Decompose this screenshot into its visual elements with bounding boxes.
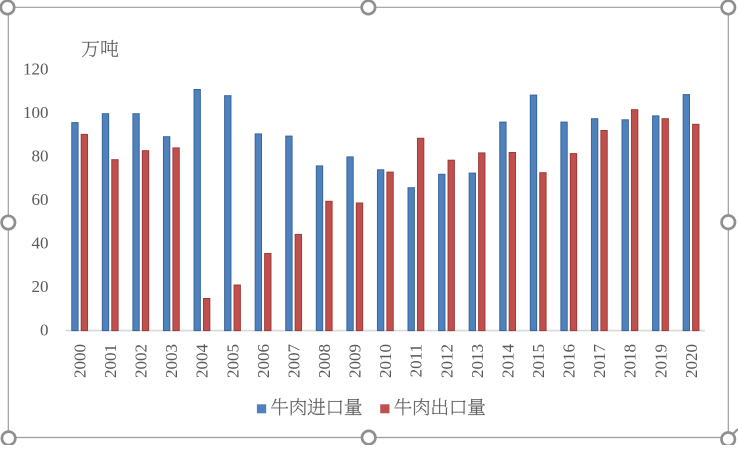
svg-text:2006: 2006: [254, 344, 273, 378]
svg-text:100: 100: [23, 103, 49, 122]
svg-text:2009: 2009: [346, 344, 365, 378]
svg-text:2004: 2004: [193, 344, 212, 379]
svg-text:2007: 2007: [284, 344, 303, 379]
svg-text:2010: 2010: [376, 344, 395, 378]
svg-text:2019: 2019: [651, 344, 670, 378]
svg-text:2013: 2013: [468, 344, 487, 378]
svg-text:2016: 2016: [560, 344, 579, 378]
svg-text:2005: 2005: [223, 344, 242, 378]
svg-text:120: 120: [23, 59, 49, 78]
svg-text:80: 80: [32, 146, 49, 165]
svg-text:40: 40: [32, 234, 49, 253]
svg-text:2003: 2003: [162, 344, 181, 378]
svg-text:2008: 2008: [315, 344, 334, 378]
svg-text:2012: 2012: [437, 344, 456, 378]
svg-text:2011: 2011: [407, 344, 426, 377]
svg-text:0: 0: [40, 321, 49, 340]
svg-text:2020: 2020: [682, 344, 701, 378]
svg-text:2014: 2014: [498, 344, 517, 379]
svg-text:2015: 2015: [529, 344, 548, 378]
svg-text:20: 20: [32, 277, 49, 296]
svg-text:2002: 2002: [132, 344, 151, 378]
svg-text:2018: 2018: [621, 344, 640, 378]
svg-text:60: 60: [32, 190, 49, 209]
svg-text:2001: 2001: [101, 344, 120, 378]
svg-text:2017: 2017: [590, 344, 609, 379]
svg-text:2000: 2000: [70, 344, 89, 378]
